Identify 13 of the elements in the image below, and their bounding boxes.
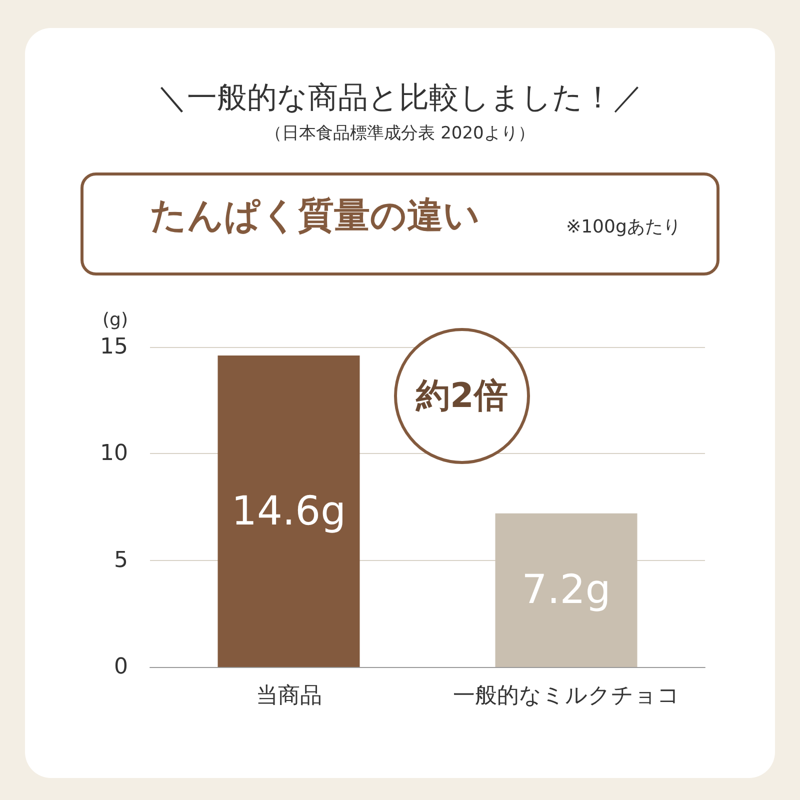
data-label: 14.6g [232,488,346,534]
y-tick-label: 5 [114,548,128,573]
y-tick-label: 15 [100,334,128,360]
y-axis-title: (g) [102,310,128,330]
chart-title: ＼一般的な商品と比較しました！／ [157,80,643,116]
y-tick-label: 10 [100,441,128,466]
text: ※100gあたり [566,216,681,238]
text: たんぱく質量の違い [150,196,480,236]
chart-subtitle: （日本食品標準成分表 2020より） [265,124,535,144]
y-tick-label: 0 [114,654,128,680]
x-tick-label: 一般的なミルクチョコ [452,684,680,708]
x-tick-label: 当商品 [256,684,322,708]
data-label: 7.2g [522,567,611,614]
